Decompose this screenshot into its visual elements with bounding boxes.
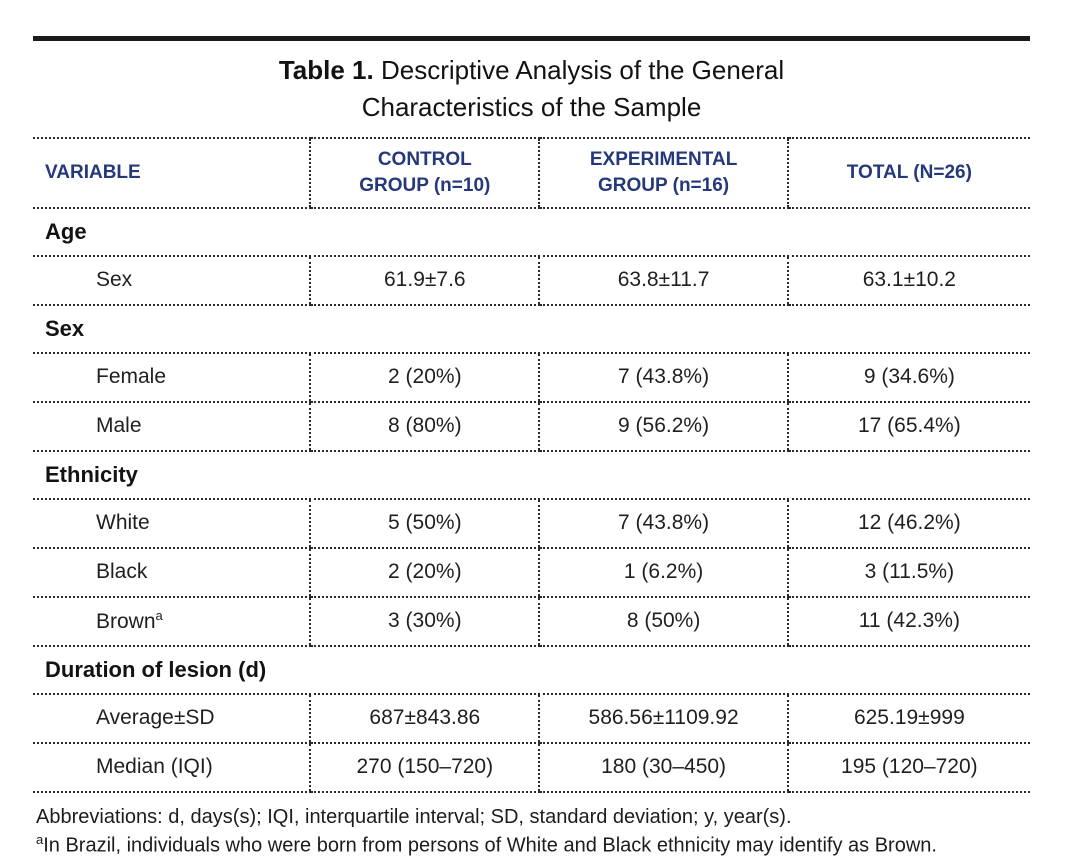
cell-total-value: 63.1±10.2 <box>786 255 1030 306</box>
row-label: Sex <box>33 255 311 306</box>
row-label: Average±SD <box>33 693 311 744</box>
cell-control-value: 5 (50%) <box>309 498 540 549</box>
section-row-sex: Sex <box>33 304 1030 354</box>
ethnicity-footnote-text: In Brazil, individuals who were born fro… <box>43 834 937 857</box>
row-label: Median (IQI) <box>33 742 311 793</box>
cell-control-value: 2 (20%) <box>309 352 540 403</box>
table-row-female: Female 2 (20%) 7 (43.8%) 9 (34.6%) <box>33 352 1030 403</box>
cell-total-value: 11 (42.3%) <box>786 596 1030 647</box>
cell-control-value: 8 (80%) <box>309 401 540 452</box>
cell-control-value: 2 (20%) <box>309 547 540 598</box>
table-row-black: Black 2 (20%) 1 (6.2%) 3 (11.5%) <box>33 547 1030 598</box>
section-row-age: Age <box>33 207 1030 257</box>
cell-experimental-value: 63.8±11.7 <box>538 255 788 306</box>
section-title: Ethnicity <box>33 450 1030 500</box>
footnote-marker: a <box>36 831 44 847</box>
footnote-marker-superscript: a <box>155 608 163 624</box>
table-footnotes: Abbreviations: d, days(s); IQI, interqua… <box>33 793 1030 866</box>
cell-experimental-value: 9 (56.2%) <box>538 401 788 452</box>
table-row-male: Male 8 (80%) 9 (56.2%) 17 (65.4%) <box>33 401 1030 452</box>
table-row-age-sex: Sex 61.9±7.6 63.8±11.7 63.1±10.2 <box>33 255 1030 306</box>
row-label-text: Brown <box>96 610 156 634</box>
descriptive-table: VARIABLE CONTROL GROUP (n=10) EXPERIMENT… <box>33 136 1030 793</box>
header-row: VARIABLE CONTROL GROUP (n=10) EXPERIMENT… <box>33 136 1030 209</box>
cell-total-value: 3 (11.5%) <box>786 547 1030 598</box>
ethnicity-footnote: aIn Brazil, individuals who were born fr… <box>36 831 1030 860</box>
cell-total-value: 625.19±999 <box>786 693 1030 744</box>
cell-control-value: 61.9±7.6 <box>309 255 540 306</box>
header-cell-total: TOTAL (N=26) <box>786 136 1030 209</box>
header-total-text: TOTAL (N=26) <box>846 161 972 183</box>
table-title: Table 1. Descriptive Analysis of the Gen… <box>202 52 862 126</box>
cell-total-value: 17 (65.4%) <box>786 401 1030 452</box>
cell-experimental-value: 1 (6.2%) <box>538 547 788 598</box>
table-row-white: White 5 (50%) 7 (43.8%) 12 (46.2%) <box>33 498 1030 549</box>
header-experimental-line1: EXPERIMENTAL <box>589 149 738 171</box>
table-title-line2: Characteristics of the Sample <box>361 91 702 122</box>
row-label: Female <box>33 352 311 403</box>
section-title: Age <box>33 207 1030 257</box>
cell-experimental-value: 7 (43.8%) <box>538 352 788 403</box>
header-cell-control-group: CONTROL GROUP (n=10) <box>309 136 540 209</box>
section-title: Duration of lesion (d) <box>33 645 1030 695</box>
row-label: White <box>33 498 311 549</box>
cell-experimental-value: 7 (43.8%) <box>538 498 788 549</box>
cell-total-value: 9 (34.6%) <box>786 352 1030 403</box>
header-variable-text: VARIABLE <box>45 161 141 183</box>
table-title-line1: Descriptive Analysis of the General <box>380 55 785 85</box>
cell-total-value: 12 (46.2%) <box>786 498 1030 549</box>
cell-control-value: 687±843.86 <box>309 693 540 744</box>
cell-total-value: 195 (120–720) <box>786 742 1030 793</box>
table-number-label: Table 1. <box>278 55 374 85</box>
section-row-ethnicity: Ethnicity <box>33 450 1030 500</box>
cell-experimental-value: 8 (50%) <box>538 596 788 647</box>
header-experimental-line2: GROUP (n=16) <box>598 174 730 196</box>
section-row-duration: Duration of lesion (d) <box>33 645 1030 695</box>
header-control-line2: GROUP (n=10) <box>359 174 491 196</box>
row-label: Black <box>33 547 311 598</box>
row-label: Male <box>33 401 311 452</box>
row-label: Browna <box>33 596 311 647</box>
cell-control-value: 270 (150–720) <box>309 742 540 793</box>
cell-experimental-value: 180 (30–450) <box>538 742 788 793</box>
cell-control-value: 3 (30%) <box>309 596 540 647</box>
table-row-median-iqi: Median (IQI) 270 (150–720) 180 (30–450) … <box>33 742 1030 793</box>
table-row-brown: Browna 3 (30%) 8 (50%) 11 (42.3%) <box>33 596 1030 647</box>
header-cell-variable: VARIABLE <box>33 136 311 209</box>
abbreviations-note: Abbreviations: d, days(s); IQI, interqua… <box>36 805 792 828</box>
top-rule <box>33 36 1030 41</box>
table-row-average-sd: Average±SD 687±843.86 586.56±1109.92 625… <box>33 693 1030 744</box>
header-control-line1: CONTROL <box>377 149 472 171</box>
cell-experimental-value: 586.56±1109.92 <box>538 693 788 744</box>
header-cell-experimental-group: EXPERIMENTAL GROUP (n=16) <box>538 136 788 209</box>
section-title: Sex <box>33 304 1030 354</box>
